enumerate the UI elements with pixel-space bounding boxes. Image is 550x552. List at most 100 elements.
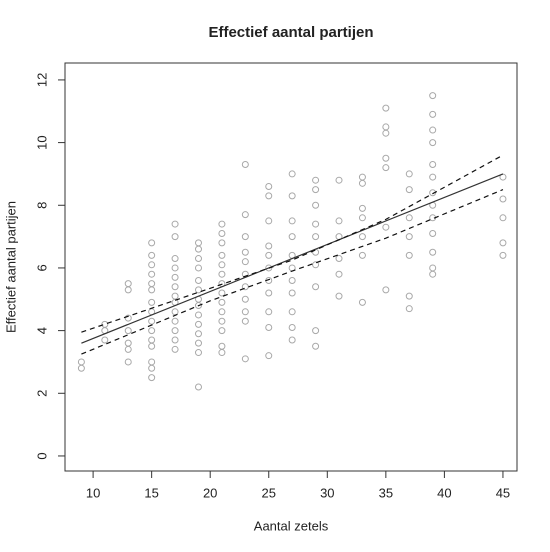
point	[288, 308, 296, 316]
point	[265, 289, 273, 297]
point	[429, 92, 437, 100]
point	[194, 264, 202, 272]
point	[312, 186, 320, 194]
point	[194, 255, 202, 263]
point	[429, 161, 437, 169]
point	[77, 364, 85, 372]
point	[358, 233, 366, 241]
x-tick-label: 40	[437, 485, 451, 500]
y-tick-label: 8	[34, 202, 49, 209]
point	[382, 164, 390, 172]
point	[148, 280, 156, 288]
point	[335, 176, 343, 184]
point	[405, 233, 413, 241]
point	[101, 320, 109, 328]
point	[335, 217, 343, 225]
point	[218, 327, 226, 335]
point	[241, 258, 249, 266]
point	[429, 110, 437, 118]
point	[241, 233, 249, 241]
point	[429, 264, 437, 272]
point	[312, 233, 320, 241]
point	[194, 245, 202, 253]
point	[241, 295, 249, 303]
point	[218, 270, 226, 278]
point	[499, 251, 507, 259]
point	[148, 317, 156, 325]
point	[124, 314, 132, 322]
point	[288, 289, 296, 297]
point	[194, 349, 202, 357]
point	[171, 220, 179, 228]
point	[218, 342, 226, 350]
point	[148, 364, 156, 372]
point	[194, 276, 202, 284]
point	[382, 286, 390, 294]
y-tick-label: 2	[34, 390, 49, 397]
point	[124, 280, 132, 288]
point	[218, 251, 226, 259]
point	[405, 305, 413, 313]
x-axis-label: Aantal zetels	[254, 518, 329, 533]
point	[312, 201, 320, 209]
point	[358, 173, 366, 181]
point	[148, 239, 156, 247]
point	[358, 214, 366, 222]
point	[429, 139, 437, 147]
point	[218, 229, 226, 237]
point	[265, 352, 273, 360]
x-tick-label: 20	[203, 485, 217, 500]
point	[218, 308, 226, 316]
y-tick-label: 6	[34, 264, 49, 271]
point	[288, 276, 296, 284]
point	[194, 383, 202, 391]
y-tick-label: 4	[34, 327, 49, 334]
point	[148, 327, 156, 335]
point	[382, 154, 390, 162]
point	[218, 289, 226, 297]
point	[148, 261, 156, 269]
point	[194, 330, 202, 338]
point	[194, 239, 202, 247]
point	[288, 170, 296, 178]
x-tick-label: 25	[262, 485, 276, 500]
point	[429, 248, 437, 256]
point	[171, 264, 179, 272]
point	[148, 298, 156, 306]
point	[499, 195, 507, 203]
x-tick-label: 45	[496, 485, 510, 500]
fit-line	[81, 173, 504, 344]
point	[148, 358, 156, 366]
point	[405, 251, 413, 259]
point	[241, 161, 249, 169]
point	[124, 358, 132, 366]
point	[171, 283, 179, 291]
point	[358, 204, 366, 212]
point	[124, 339, 132, 347]
point	[194, 339, 202, 347]
chart-title: Effectief aantal partijen	[208, 24, 373, 41]
confidence-line	[81, 154, 504, 333]
y-tick-label: 12	[34, 73, 49, 87]
point	[265, 251, 273, 259]
x-tick-label: 30	[320, 485, 334, 500]
point	[241, 211, 249, 219]
point	[241, 248, 249, 256]
point	[429, 173, 437, 181]
point	[312, 283, 320, 291]
point	[405, 170, 413, 178]
point	[171, 292, 179, 300]
point	[171, 345, 179, 353]
point	[312, 342, 320, 350]
x-tick-label: 35	[379, 485, 393, 500]
point	[124, 286, 132, 294]
point	[335, 255, 343, 263]
point	[288, 233, 296, 241]
point	[405, 292, 413, 300]
point	[77, 358, 85, 366]
y-tick-label: 10	[34, 135, 49, 149]
point	[358, 251, 366, 259]
point	[265, 308, 273, 316]
point	[148, 374, 156, 382]
point	[171, 273, 179, 281]
